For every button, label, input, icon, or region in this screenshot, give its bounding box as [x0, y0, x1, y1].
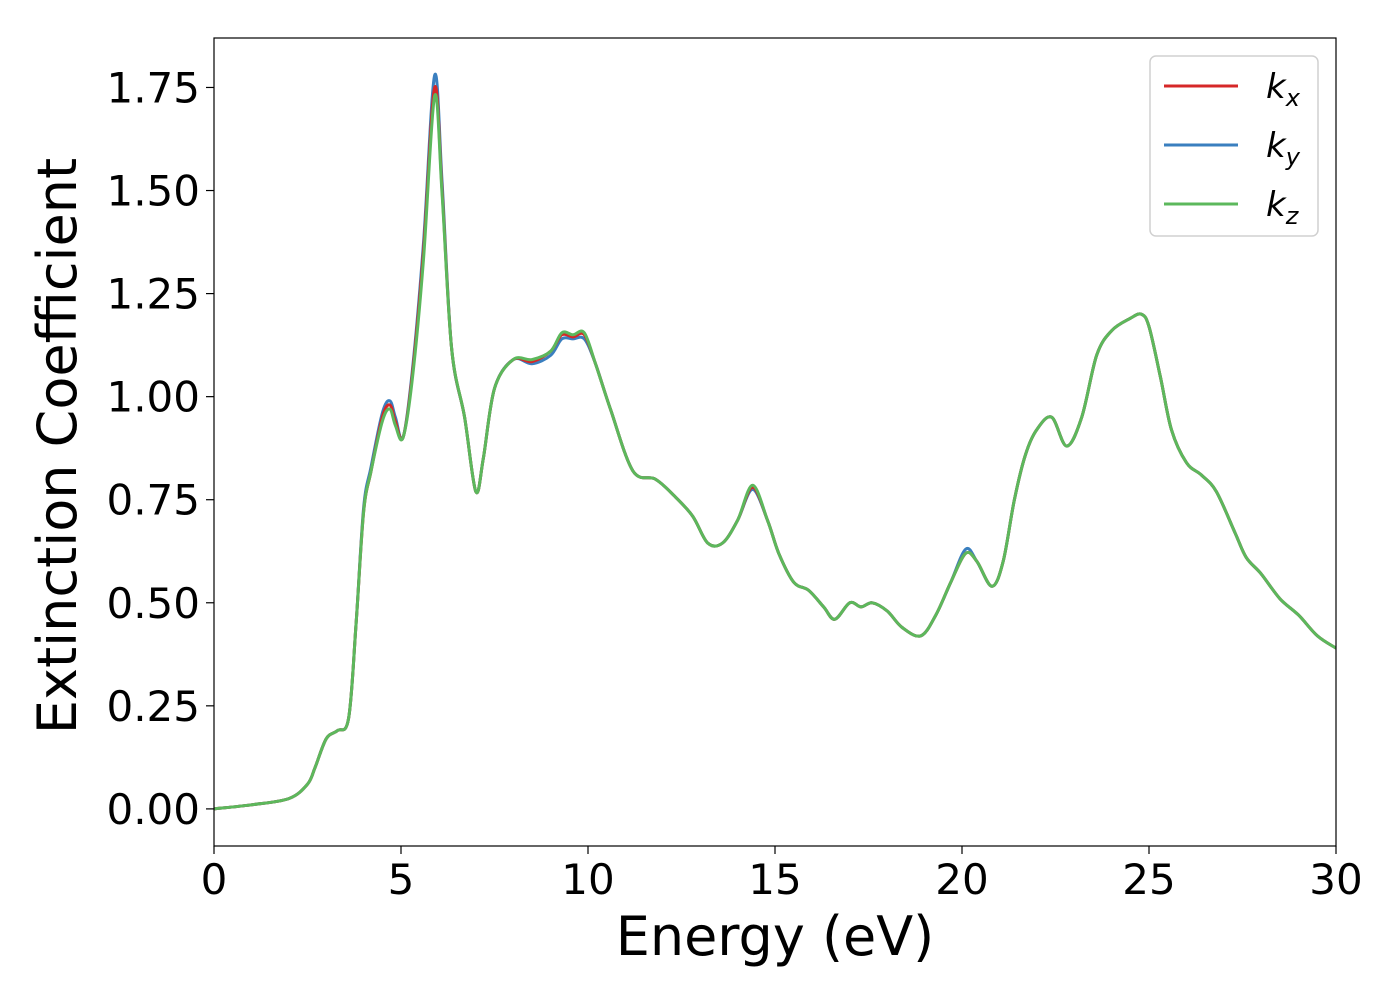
- y-tick-label: 0.00: [106, 785, 200, 834]
- x-tick-label: 0: [201, 855, 228, 904]
- series-line-z: [214, 93, 1336, 811]
- y-tick-label: 0.75: [106, 476, 200, 525]
- legend-label-subscript: y: [1285, 143, 1301, 171]
- y-tick-label: 1.00: [106, 373, 200, 422]
- legend-label-z: kz: [1266, 185, 1300, 230]
- y-axis-title: Extinction Coefficient: [26, 158, 89, 734]
- legend-label-x: kx: [1266, 67, 1301, 112]
- legend-label-subscript: x: [1285, 84, 1301, 112]
- y-tick-label: 0.25: [106, 682, 200, 731]
- y-tick-label: 1.50: [106, 167, 200, 216]
- x-axis-title: Energy (eV): [616, 905, 935, 968]
- x-tick-label: 25: [1122, 855, 1175, 904]
- y-tick-label: 1.25: [106, 270, 200, 319]
- x-tick-label: 5: [388, 855, 415, 904]
- x-tick-label: 15: [748, 855, 801, 904]
- legend-label-subscript: z: [1285, 202, 1300, 230]
- legend-label-y: ky: [1266, 126, 1301, 171]
- x-tick-label: 30: [1309, 855, 1362, 904]
- x-tick-label: 20: [935, 855, 988, 904]
- legend-label-base: k: [1266, 67, 1287, 107]
- y-tick-label: 0.50: [106, 579, 200, 628]
- y-tick-label: 1.75: [106, 63, 200, 112]
- legend-label-base: k: [1266, 185, 1287, 225]
- legend-label-base: k: [1266, 126, 1287, 166]
- series-layer: [214, 72, 1336, 811]
- x-axis-ticks: 0 5 10 15 20 25 30: [201, 846, 1363, 904]
- y-axis-ticks: 0.00 0.25 0.50 0.75 1.00 1.25 1.50 1.75: [106, 63, 214, 834]
- x-tick-label: 10: [561, 855, 614, 904]
